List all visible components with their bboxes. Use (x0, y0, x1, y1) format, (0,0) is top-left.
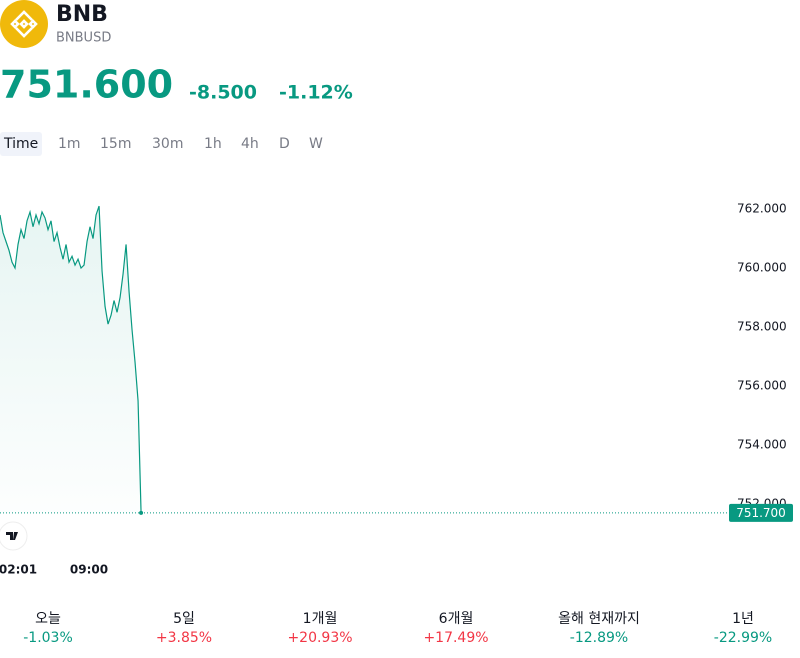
timeframe-tab[interactable]: 1m (58, 136, 81, 152)
timeframe-tab[interactable]: 4h (241, 136, 259, 152)
y-tick-label: 756.000 (737, 379, 787, 393)
change: -8.500 (189, 82, 257, 104)
tradingview-badge (0, 521, 28, 551)
price-line (0, 205, 142, 513)
timeframe-tab[interactable]: 1h (204, 136, 222, 152)
logo (0, 0, 48, 48)
timeframe-tab[interactable]: Time (3, 136, 38, 152)
timeframe-tab[interactable]: 30m (152, 136, 183, 152)
change-pct: -1.12% (279, 82, 353, 104)
y-tick-label: 762.000 (737, 202, 787, 216)
last-price-label: 751.700 (736, 506, 786, 520)
last-price-box (729, 503, 793, 522)
period-change[interactable]: -12.89% (570, 630, 628, 646)
area-fill (0, 206, 142, 513)
ticker: BNBUSD (56, 31, 111, 46)
y-tick-label: 760.000 (737, 261, 787, 275)
price: 751.600 (0, 63, 173, 107)
period-change[interactable]: -1.03% (23, 630, 73, 646)
period-label[interactable]: 6개월 (439, 611, 474, 627)
period-change[interactable]: +20.93% (287, 630, 352, 646)
period-label[interactable]: 올해 현재까지 (558, 611, 640, 627)
period-change[interactable]: +17.49% (423, 630, 488, 646)
period-change[interactable]: -22.99% (714, 630, 772, 646)
timeframe-tab[interactable]: D (279, 136, 290, 152)
symbol: BNB (56, 2, 108, 27)
period-label[interactable]: 1년 (732, 611, 754, 627)
period-label[interactable]: 오늘 (35, 611, 61, 627)
period-label[interactable]: 5일 (173, 611, 195, 627)
x-tick-label: 09:00 (70, 563, 108, 577)
period-change[interactable]: +3.85% (156, 630, 212, 646)
period-label[interactable]: 1개월 (303, 611, 338, 627)
y-tick-label: 754.000 (737, 438, 787, 452)
timeframe-tab[interactable]: 15m (100, 136, 131, 152)
last-point (139, 510, 144, 515)
active-tab-bg (0, 132, 42, 156)
y-tick-label: 758.000 (737, 320, 787, 334)
x-tick-label: 02:01 (0, 563, 37, 577)
timeframe-tab[interactable]: W (309, 136, 323, 152)
